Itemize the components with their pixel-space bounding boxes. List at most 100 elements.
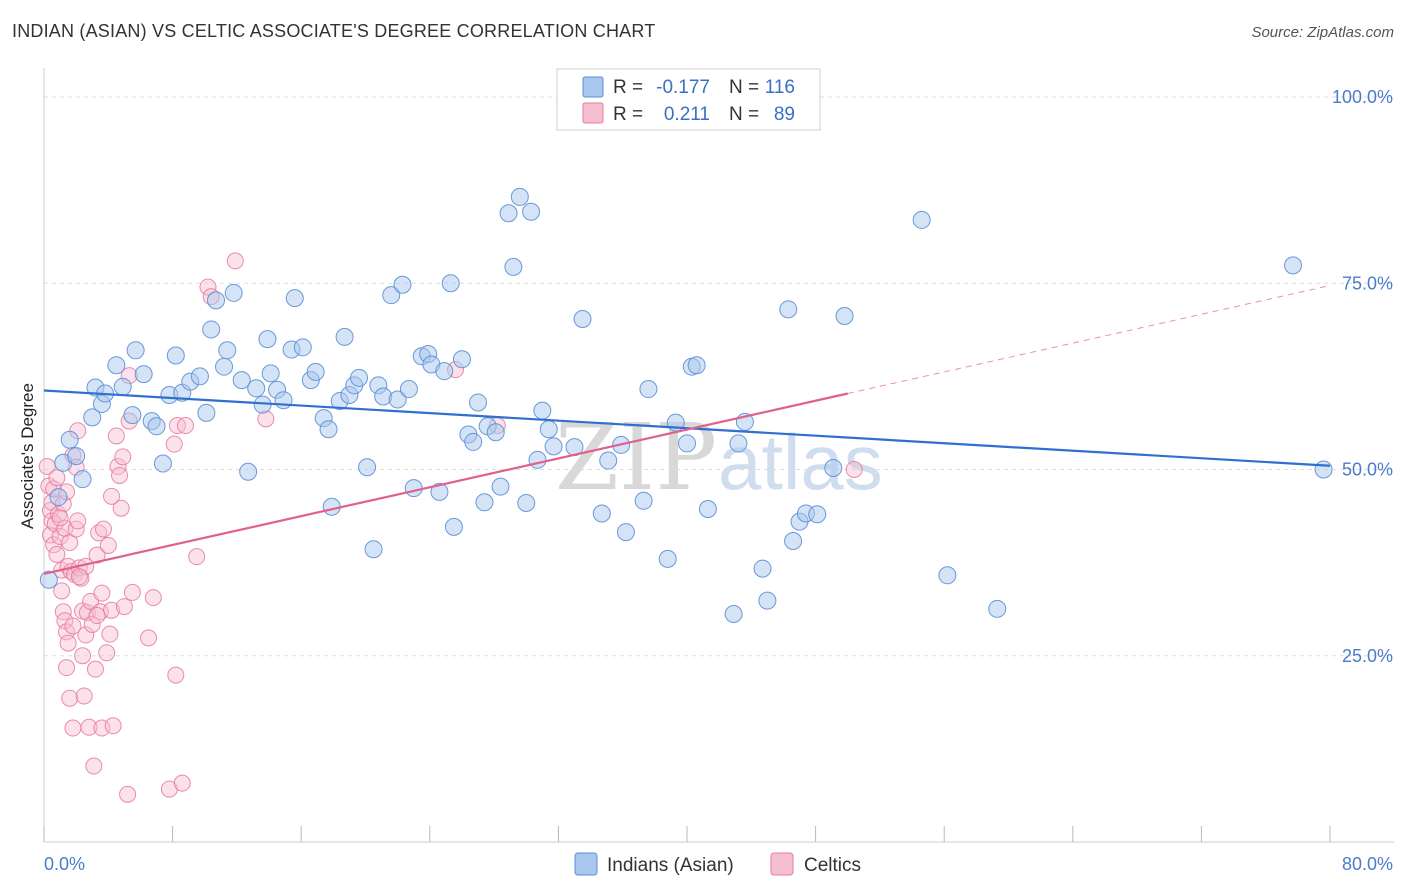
indians-point-95 — [687, 356, 706, 375]
celtics-point-54 — [107, 427, 125, 445]
indians-point-82 — [544, 437, 563, 456]
indians-point-34 — [261, 364, 280, 383]
indians-point-97 — [724, 605, 743, 624]
indians-point-12 — [123, 406, 142, 425]
indians-point-74 — [499, 204, 518, 223]
celtics-point-60 — [119, 785, 137, 803]
indians-point-77 — [517, 494, 536, 513]
celtics-point-9 — [48, 545, 66, 563]
indians-point-57 — [399, 380, 418, 399]
celtics-point-56 — [111, 466, 129, 484]
indians-point-25 — [207, 291, 226, 310]
celtics-point-30 — [69, 512, 87, 530]
indians-point-31 — [247, 379, 266, 398]
legend-n-label-1: N = — [729, 77, 759, 98]
indians-point-24 — [202, 320, 221, 339]
x-axis-ticks — [43, 826, 1331, 842]
y-tick-label-25: 25.0% — [1342, 646, 1393, 666]
celtics-point-83 — [103, 487, 121, 505]
indians-point-11 — [113, 377, 132, 396]
indians-point-113 — [1314, 460, 1333, 479]
indians-point-14 — [134, 365, 153, 384]
indians-point-17 — [153, 454, 172, 473]
indians-point-27 — [218, 341, 237, 360]
celtics-point-13 — [53, 582, 71, 600]
indians-point-76 — [510, 187, 529, 206]
indians-point-10 — [107, 356, 126, 375]
celtics-point-70 — [176, 417, 194, 435]
indians-point-23 — [197, 403, 216, 422]
indians-point-30 — [239, 462, 258, 481]
y-tick-label-100: 100.0% — [1332, 87, 1393, 107]
celtics-point-36 — [75, 687, 93, 705]
indians-point-22 — [190, 367, 209, 386]
indians-trend-line — [43, 389, 1331, 467]
axes — [43, 68, 1394, 843]
celtics-point-19 — [58, 659, 76, 677]
x-axis-tick-labels: 0.0% 80.0% — [44, 854, 1393, 874]
celtics-point-50 — [99, 536, 117, 554]
indians-point-6 — [83, 408, 102, 427]
y-tick-label-75: 75.0% — [1342, 273, 1393, 293]
indians-point-101 — [758, 591, 777, 610]
indians-point-41 — [306, 362, 325, 381]
x-tick-label-min: 0.0% — [44, 854, 85, 874]
indians-point-44 — [322, 497, 341, 516]
celtics-point-58 — [114, 448, 132, 466]
indians-point-98 — [729, 434, 748, 453]
celtics-point-88 — [51, 509, 69, 527]
indians-point-26 — [215, 357, 234, 376]
celtics-point-87 — [93, 584, 111, 602]
celtics-point-84 — [48, 469, 66, 487]
legend-swatch-pink — [582, 102, 604, 124]
celtics-point-21 — [59, 634, 77, 652]
indians-point-49 — [350, 368, 369, 387]
indians-point-80 — [533, 401, 552, 420]
chart-source: Source: ZipAtlas.com — [1251, 24, 1394, 41]
legend-n-value-2: 89 — [774, 104, 795, 125]
celtics-point-47 — [93, 719, 111, 737]
indians-point-33 — [258, 330, 277, 349]
celtics-point-71 — [188, 548, 206, 566]
bottom-legend-label-celtics: Celtics — [804, 855, 861, 876]
celtics-point-41 — [83, 615, 101, 633]
indians-point-112 — [1284, 256, 1303, 275]
indians-point-75 — [504, 257, 523, 276]
celtics-point-51 — [101, 625, 119, 643]
celtics-point-64 — [144, 589, 162, 607]
indians-point-5 — [73, 470, 92, 489]
celtics-point-62 — [123, 583, 141, 601]
indians-point-81 — [539, 420, 558, 439]
indians-point-93 — [678, 434, 696, 453]
indians-point-13 — [126, 341, 145, 360]
celtics-point-82 — [88, 607, 106, 625]
indians-point-72 — [486, 423, 505, 442]
indians-point-43 — [319, 420, 338, 439]
celtics-point-57 — [112, 499, 130, 517]
indians-point-70 — [475, 493, 494, 512]
indians-point-79 — [528, 450, 547, 469]
indians-point-4 — [67, 447, 86, 466]
indians-point-62 — [430, 482, 449, 501]
bottom-legend-swatch-celtics — [770, 852, 794, 876]
indians-point-66 — [452, 350, 471, 369]
indians-point-50 — [358, 458, 377, 477]
celtics-point-49 — [98, 644, 116, 662]
legend-r-value-2: 0.211 — [664, 104, 710, 125]
indians-point-0 — [39, 570, 58, 589]
indians-point-108 — [835, 307, 854, 326]
celtics-point-39 — [80, 718, 98, 736]
celtics-point-86 — [70, 568, 88, 586]
celtics-point-55 — [109, 458, 127, 476]
celtics-point-80 — [64, 617, 82, 635]
indians-point-63 — [435, 362, 454, 381]
celtics-point-74 — [226, 252, 244, 270]
celtics-point-69 — [173, 774, 191, 792]
bottom-legend-swatch-indians — [574, 852, 598, 876]
celtics-point-48 — [94, 520, 112, 538]
indians-point-56 — [393, 275, 412, 294]
indians-point-107 — [824, 459, 843, 478]
series-legend: Indians (Asian) Celtics — [574, 852, 861, 876]
celtics-point-72 — [199, 278, 217, 296]
trend-lines — [43, 284, 1331, 575]
